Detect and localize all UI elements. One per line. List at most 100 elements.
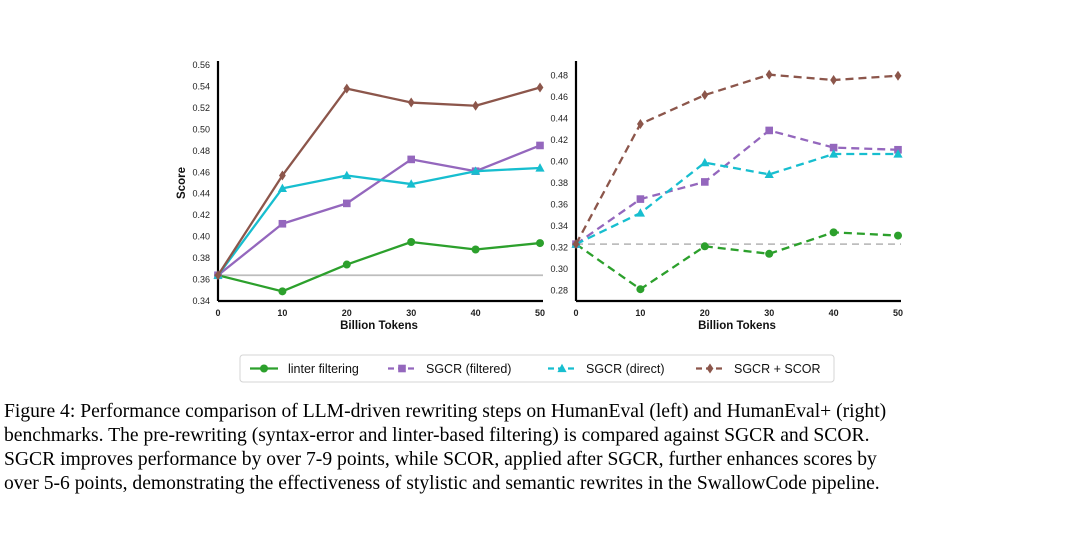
series-line-sgcr-scor	[574, 73, 899, 245]
series-line-linter-filtering	[575, 231, 899, 291]
y-tick-label: 0.46	[550, 92, 568, 102]
data-point-sgcr-direct	[535, 163, 545, 172]
data-point-linter-filtering	[342, 260, 351, 269]
x-axis-label: Billion Tokens	[698, 320, 776, 332]
chart-right-humaneval-plus: 0.28 0.30 0.32 0.34 0.36 0.38 0.40 0.42 0.44 0.46…	[550, 61, 903, 332]
series-sgcr-filtered	[572, 126, 902, 248]
figure-caption: Figure 4: Performance comparison of LLM-…	[4, 400, 1078, 496]
data-point-sgcr-filtered	[536, 141, 544, 150]
y-tick-label: 0.46	[192, 167, 210, 177]
series-line-sgcr-filtered	[575, 129, 899, 246]
data-point-sgcr-direct	[829, 149, 839, 158]
legend-marker	[706, 363, 714, 374]
data-point-sgcr-scor	[830, 75, 837, 86]
y-tick-label: 0.56	[192, 60, 210, 70]
legend: linter filtering SGCR (filtered) SGCR (dir…	[239, 354, 835, 383]
data-point-sgcr-direct	[893, 149, 903, 158]
data-point-sgcr-filtered	[701, 178, 709, 186]
legend-marker	[557, 363, 567, 373]
legend-entry-linter-filtering: linter filtering	[250, 362, 359, 376]
caption-line-4: over 5-6 points, demonstrating the effec…	[4, 473, 880, 494]
y-tick-label: 0.44	[550, 114, 568, 124]
x-tick-label: 0	[573, 308, 578, 318]
caption-line-1: Figure 4: Performance comparison of LLM-…	[4, 401, 887, 422]
y-tick-label: 0.48	[192, 146, 210, 156]
y-tick-label: 0.38	[192, 253, 210, 263]
series-linter-filtering	[572, 228, 902, 294]
y-tick-label: 0.32	[550, 242, 568, 252]
x-tick-label: 40	[471, 308, 481, 318]
y-tick-label: 0.34	[192, 296, 210, 306]
x-tick-label: 30	[406, 308, 416, 318]
y-tick-label: 0.28	[550, 285, 568, 295]
data-point-sgcr-direct	[406, 179, 416, 188]
y-tick-label: 0.50	[192, 124, 210, 134]
y-tick-label: 0.38	[550, 178, 568, 188]
caption-line-2: benchmarks. The pre-rewriting (syntax-er…	[4, 425, 870, 446]
data-point-linter-filtering	[278, 287, 287, 296]
data-point-linter-filtering	[700, 242, 709, 251]
data-point-sgcr-scor	[637, 119, 644, 129]
data-point-sgcr-direct	[700, 157, 710, 167]
x-tick-label: 0	[215, 308, 220, 318]
series-line-linter-filtering	[217, 240, 541, 293]
data-point-linter-filtering	[894, 231, 902, 240]
y-tick-label: 0.42	[192, 210, 210, 220]
legend-entry-sgcr-direct: SGCR (direct)	[548, 362, 664, 376]
data-point-linter-filtering	[471, 245, 480, 254]
y-tick-label: 0.44	[192, 189, 210, 199]
legend-entry-sgcr-filtered: SGCR (filtered)	[388, 362, 511, 376]
series-line-sgcr-direct	[217, 166, 541, 276]
data-point-linter-filtering	[765, 249, 774, 258]
data-point-linter-filtering	[407, 238, 416, 246]
y-tick-label: 0.40	[550, 157, 568, 167]
data-point-sgcr-filtered	[278, 219, 287, 228]
chart-left-humaneval: 0.34 0.36 0.38 0.40 0.42 0.44 0.46 0.48 0.50 0.52…	[176, 60, 545, 332]
data-point-sgcr-scor	[536, 82, 544, 93]
x-tick-label: 30	[764, 308, 774, 318]
data-point-sgcr-scor	[765, 69, 773, 80]
data-point-sgcr-filtered	[829, 143, 838, 152]
series-sgcr-scor	[214, 82, 544, 281]
x-tick-label: 20	[700, 308, 710, 318]
series-sgcr-direct	[213, 163, 545, 279]
x-tick-label: 10	[277, 308, 287, 318]
legend-marker	[260, 364, 268, 373]
legend-box	[239, 354, 835, 383]
y-tick-label: 0.48	[550, 71, 568, 81]
x-tick-label: 50	[893, 308, 903, 318]
y-tick-label: 0.34	[550, 221, 568, 231]
y-tick-label: 0.42	[550, 135, 568, 145]
figure: 0.34 0.36 0.38 0.40 0.42 0.44 0.46 0.48 0.50 0.52…	[176, 60, 903, 383]
data-point-sgcr-direct	[342, 170, 352, 180]
y-tick-label: 0.36	[192, 275, 210, 285]
series-line-sgcr-scor	[217, 86, 541, 276]
data-point-sgcr-scor	[894, 70, 902, 81]
data-point-sgcr-scor	[343, 83, 351, 94]
y-tick-label: 0.54	[192, 81, 210, 91]
data-point-sgcr-scor	[279, 170, 286, 181]
series-sgcr-filtered	[214, 141, 544, 280]
caption-line-3: SGCR improves performance by over 7-9 po…	[4, 449, 877, 470]
data-point-sgcr-scor	[407, 97, 415, 108]
y-tick-label: 0.40	[192, 232, 210, 242]
x-tick-label: 50	[535, 308, 545, 318]
data-point-sgcr-filtered	[636, 195, 645, 203]
data-point-sgcr-scor	[214, 270, 222, 281]
legend-label: linter filtering	[288, 362, 359, 376]
data-point-linter-filtering	[536, 239, 544, 248]
data-point-sgcr-scor	[572, 239, 580, 250]
x-tick-label: 40	[829, 308, 839, 318]
y-axis-label: Score	[176, 167, 188, 199]
data-point-linter-filtering	[636, 285, 645, 294]
legend-label: SGCR + SCOR	[734, 362, 820, 376]
data-point-sgcr-filtered	[407, 155, 415, 164]
legend-marker	[398, 364, 406, 373]
x-tick-label: 10	[635, 308, 645, 318]
series-linter-filtering	[214, 238, 544, 296]
data-point-sgcr-direct	[764, 169, 774, 179]
data-point-sgcr-direct	[277, 183, 287, 192]
data-point-sgcr-direct	[471, 166, 481, 175]
y-tick-label: 0.52	[192, 103, 210, 113]
x-axis-label: Billion Tokens	[340, 320, 418, 332]
